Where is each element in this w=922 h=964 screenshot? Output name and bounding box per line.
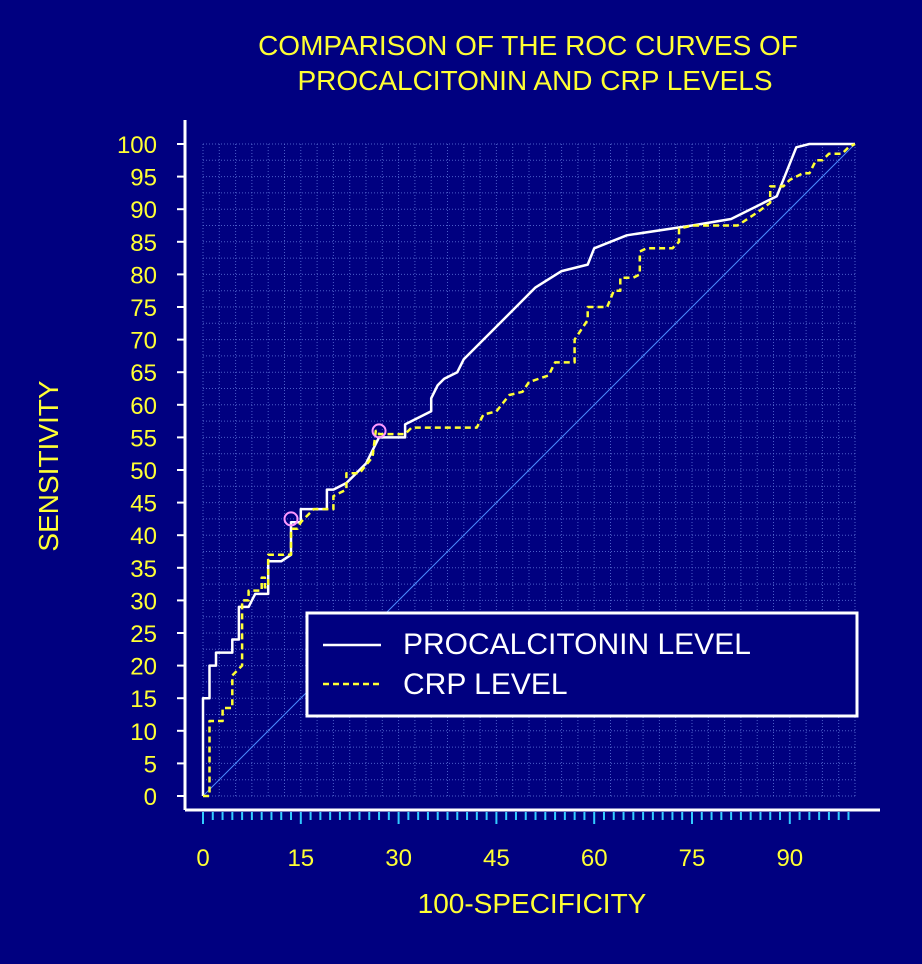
y-tick-label: 10: [130, 719, 157, 746]
axes: [177, 120, 880, 824]
series-procalcitonin-line: [201, 142, 855, 796]
x-axis-label: 100-SPECIFICITY: [418, 888, 647, 919]
x-tick-label: 90: [776, 845, 803, 872]
x-tick-label: 75: [679, 845, 706, 872]
chart-title-line-1: COMPARISON OF THE ROC CURVES OF: [258, 30, 798, 61]
y-tick-label: 70: [130, 328, 157, 355]
y-tick-label: 5: [144, 751, 157, 778]
cutoff-marker: [283, 511, 299, 527]
y-tick-label: 95: [130, 165, 157, 192]
x-tick-label: 30: [385, 845, 412, 872]
y-tick-labels: 0 5 10 15 20 25 30 35 40 45 50 55 60 65 70 75 80 85 90 95 10…: [117, 132, 157, 811]
chart-title-line-2: PROCALCITONIN AND CRP LEVELS: [297, 65, 772, 96]
y-tick-label: 90: [130, 197, 157, 224]
y-axis-label: SENSITIVITY: [33, 380, 64, 551]
x-tick-label: 45: [483, 845, 510, 872]
y-tick-label: 30: [130, 588, 157, 615]
legend-label-crp: CRP LEVEL: [403, 668, 568, 701]
legend-box: [305, 611, 859, 718]
cutoff-marker: [371, 423, 387, 439]
y-tick-label: 65: [130, 360, 157, 387]
y-tick-label: 55: [130, 425, 157, 452]
y-tick-label: 15: [130, 686, 157, 713]
y-tick-label: 35: [130, 556, 157, 583]
y-tick-label: 0: [144, 784, 157, 811]
y-tick-label: 50: [130, 458, 157, 485]
y-tick-label: 60: [130, 393, 157, 420]
legend-label-procalcitonin: PROCALCITONIN LEVEL: [403, 628, 751, 661]
legend: PROCALCITONIN LEVEL CRP LEVEL: [305, 611, 859, 718]
y-tick-label: 75: [130, 295, 157, 322]
grid-lines: [202, 143, 856, 797]
series-crp-line: [203, 142, 856, 798]
x-tick-label: 15: [287, 845, 314, 872]
y-tick-label: 100: [117, 132, 157, 159]
x-tick-label: 0: [196, 845, 209, 872]
y-tick-label: 80: [130, 262, 157, 289]
y-tick-label: 40: [130, 523, 157, 550]
y-tick-label: 25: [130, 621, 157, 648]
markers-layer: [283, 423, 387, 527]
y-tick-label: 20: [130, 654, 157, 681]
x-tick-labels: 0 15 30 45 60 75 90: [196, 845, 803, 872]
y-tick-label: 45: [130, 491, 157, 518]
y-tick-label: 85: [130, 230, 157, 257]
series-layer: [201, 142, 856, 798]
x-tick-label: 60: [581, 845, 608, 872]
